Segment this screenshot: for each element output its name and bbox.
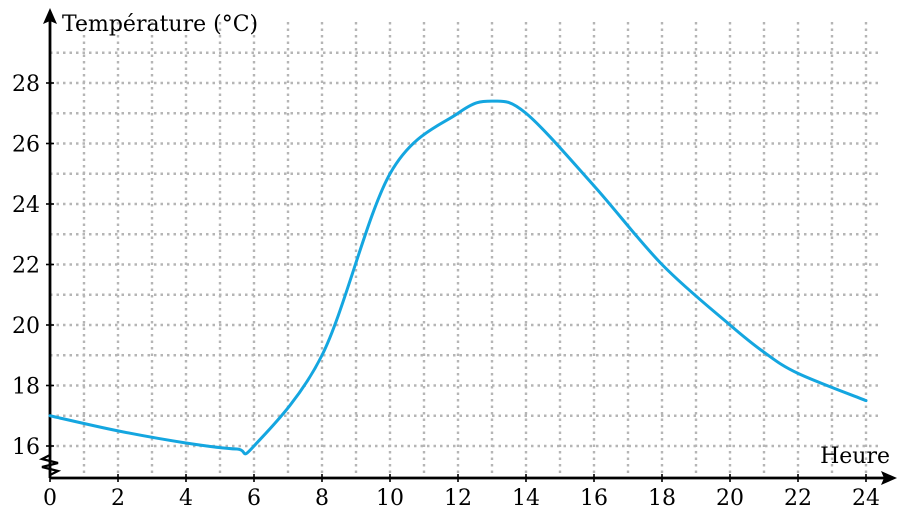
x-axis-title: Heure	[820, 444, 890, 469]
y-tick-label: 18	[12, 375, 40, 400]
grid	[50, 22, 878, 478]
y-tick-label: 24	[12, 193, 40, 218]
x-axis-arrow	[881, 471, 897, 485]
series-group	[48, 99, 868, 456]
y-tick-label: 16	[12, 435, 40, 460]
x-tick-label: 8	[315, 486, 329, 511]
x-tick-label: 10	[376, 486, 404, 511]
x-tick-label: 20	[716, 486, 744, 511]
x-tick-label: 22	[784, 486, 812, 511]
y-axis-break-mark	[38, 454, 62, 476]
y-tick-label: 20	[12, 314, 40, 339]
y-axis-arrow	[43, 8, 57, 24]
x-tick-group: 0 2 4 6 8 10 12 14 16 18 20 22 24	[43, 474, 880, 511]
axes	[38, 8, 897, 485]
x-tick-label: 12	[444, 486, 472, 511]
temperature-line	[48, 99, 868, 456]
y-tick-label: 28	[12, 72, 40, 97]
x-tick-label: 2	[111, 486, 125, 511]
x-tick-label: 4	[179, 486, 193, 511]
y-tick-group: 16 18 20 22 24 26 28	[12, 72, 54, 460]
x-tick-label: 14	[512, 486, 540, 511]
y-tick-label: 22	[12, 254, 40, 279]
x-tick-label: 6	[247, 486, 261, 511]
x-tick-label: 18	[648, 486, 676, 511]
y-axis-title: Température (°C)	[62, 12, 258, 37]
x-tick-label: 24	[852, 486, 880, 511]
y-tick-label: 26	[12, 133, 40, 158]
x-tick-label: 0	[43, 486, 57, 511]
x-tick-label: 16	[580, 486, 608, 511]
